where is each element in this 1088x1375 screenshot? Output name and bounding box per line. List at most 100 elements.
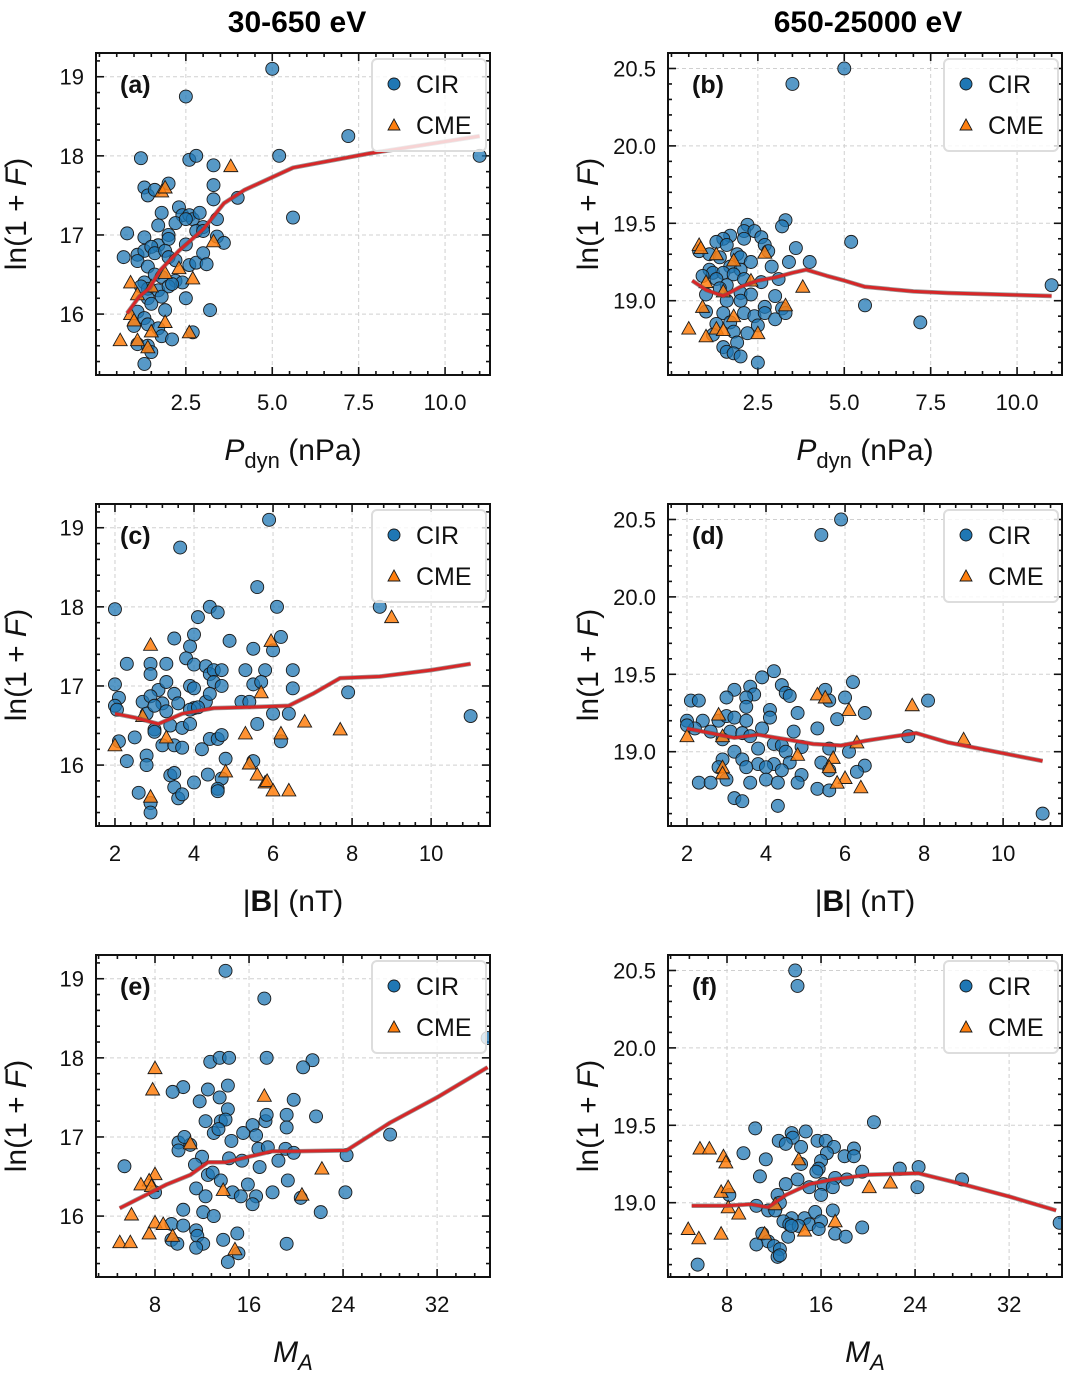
cir-point (187, 775, 201, 790)
cme-point (904, 697, 920, 712)
cir-point (790, 979, 805, 993)
trend-line (125, 134, 480, 315)
cir-point (230, 1226, 245, 1241)
cir-point (790, 775, 805, 790)
cir-point (743, 287, 758, 302)
cir-point (206, 192, 221, 207)
cir-point (200, 767, 215, 782)
legend-box (371, 58, 487, 152)
cir-point (270, 599, 284, 614)
cir-point (144, 296, 159, 311)
cir-point (252, 1160, 267, 1174)
legend-cir-label: CIR (416, 71, 459, 99)
cir-point (159, 704, 174, 719)
axes-frame (667, 52, 1063, 376)
cir-point (211, 1122, 226, 1137)
cir-point (790, 1172, 805, 1187)
panel-label: (c) (120, 522, 151, 550)
cme-point (185, 270, 201, 285)
cir-point (739, 699, 754, 714)
x-tick-label: 8 (721, 1292, 733, 1317)
cir-point (167, 631, 182, 646)
cir-point (784, 1218, 799, 1233)
y-tick-label: 19.0 (613, 740, 656, 765)
cir-point (743, 255, 758, 269)
cir-point (910, 1180, 925, 1195)
cir-point (286, 1092, 301, 1107)
cme-point (861, 1179, 877, 1194)
legend-cme-label: CME (988, 1014, 1044, 1042)
x-axis-label: |B| (nT) (243, 885, 344, 918)
y-axis-label: ln(1 + F) (0, 1060, 33, 1173)
cir-point (788, 963, 803, 978)
cme-point (383, 609, 400, 624)
panel-e: 8 16 24 32 16 17 18 19 MA ln(1 + F) (e) CIR CME (0, 954, 491, 1375)
cme-point (821, 759, 838, 774)
cir-point (716, 306, 731, 321)
cir-point (845, 675, 860, 689)
cir-point (750, 355, 765, 370)
cir-point (265, 1185, 280, 1200)
y-axis-label: ln(1 + F) (572, 609, 605, 722)
cir-point (778, 1177, 793, 1192)
x-tick-label: 2 (681, 841, 693, 866)
cir-point (273, 629, 288, 644)
cir-point (811, 1222, 826, 1236)
cir-point (167, 766, 182, 780)
cir-point (285, 681, 300, 696)
cir-point (246, 641, 261, 656)
x-tick-label: 8 (918, 841, 930, 866)
cir-point (147, 724, 162, 739)
cir-point (250, 580, 265, 595)
cme-point (205, 233, 222, 248)
cme-point (253, 684, 269, 699)
axes-frame (667, 954, 1063, 1278)
cir-point (108, 677, 122, 692)
cir-point (262, 512, 277, 527)
x-tick-label: 2 (109, 841, 121, 866)
cir-point (165, 1084, 180, 1099)
cir-point (690, 1257, 705, 1272)
cir-point (143, 667, 158, 682)
cir-point (281, 706, 296, 721)
cir-point (175, 787, 190, 802)
cir-point (782, 689, 797, 703)
panel-f: 8 16 24 32 19.0 19.5 20.0 20.5 MA ln(1 + F) (f) CIR… (572, 954, 1063, 1375)
x-tick-label: 10.0 (996, 390, 1039, 415)
cir-point (814, 528, 829, 542)
y-tick-label: 19.0 (613, 1191, 656, 1216)
cme-point (107, 737, 123, 752)
cir-point (733, 293, 748, 308)
y-tick-label: 19.5 (613, 211, 656, 236)
cir-point (117, 1159, 132, 1174)
cir-point (768, 312, 783, 327)
cme-point (701, 1140, 718, 1155)
legend-cir-label: CIR (988, 973, 1031, 1001)
cir-point (120, 226, 135, 241)
x-tick-label: 5.0 (829, 390, 860, 415)
panel-label: (a) (120, 71, 151, 99)
cir-point (258, 663, 273, 678)
cir-point (171, 696, 186, 711)
y-tick-label: 20.5 (613, 56, 656, 81)
cir-point (847, 1149, 861, 1164)
panel-c: 2 4 6 8 10 16 17 18 19 |B| (nT) ln(1 + F) (c) CIR CME (0, 503, 491, 918)
cme-point (142, 788, 159, 803)
cir-point (838, 1229, 853, 1244)
cir-point (286, 210, 300, 225)
panel-a: 2.5 5.0 7.5 10.0 16 17 18 19 Pdyn (nPa) ln(1 + F)… (0, 52, 491, 473)
x-axis-label: MA (273, 1336, 313, 1375)
cir-point (770, 775, 785, 790)
cme-point (680, 320, 697, 335)
y-tick-label: 20.5 (613, 958, 656, 983)
cir-point (758, 1152, 773, 1167)
cir-point (259, 1050, 274, 1065)
x-axis-label: Pdyn (nPa) (224, 434, 361, 473)
x-axis-label: |B| (nT) (815, 885, 916, 918)
cir-point (857, 706, 872, 720)
cme-point (837, 770, 853, 784)
y-tick-label: 20.0 (613, 134, 656, 159)
cme-point (694, 298, 711, 313)
x-tick-label: 2.5 (743, 390, 774, 415)
cir-point (265, 61, 280, 76)
